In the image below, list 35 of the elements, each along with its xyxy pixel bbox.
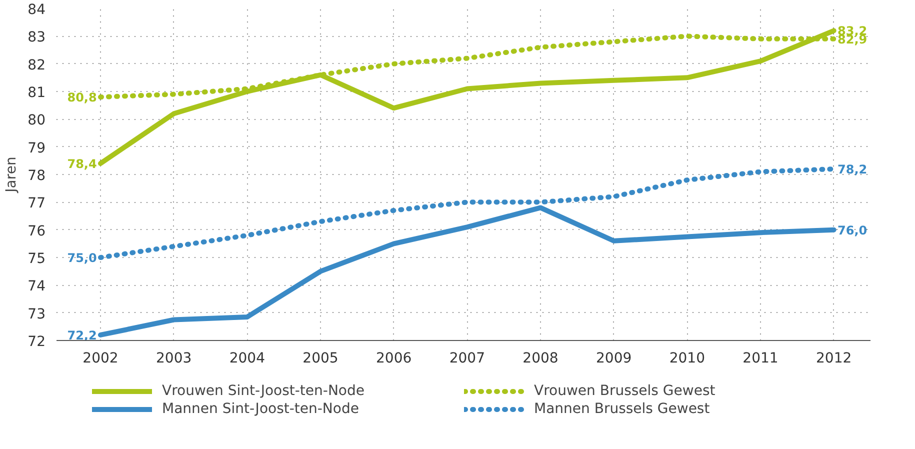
y-axis-title: Jaren xyxy=(4,156,20,194)
legend-label: Mannen Brussels Gewest xyxy=(534,401,711,417)
x-tick-label: 2004 xyxy=(229,350,266,366)
legend-label: Vrouwen Brussels Gewest xyxy=(534,383,716,399)
x-tick-label: 2009 xyxy=(596,350,632,366)
legend-label: Mannen Sint-Joost-ten-Node xyxy=(162,401,360,417)
x-tick-label: 2005 xyxy=(302,350,338,366)
y-tick-label: 79 xyxy=(28,140,46,156)
y-tick-label: 84 xyxy=(28,2,46,18)
x-tick-label: 2003 xyxy=(156,350,192,366)
y-tick-label: 80 xyxy=(28,112,46,129)
x-tick-label: 2008 xyxy=(522,350,558,366)
x-tick-label: 2006 xyxy=(376,350,412,366)
data-label: 78,2 xyxy=(838,162,868,176)
y-tick-label: 78 xyxy=(28,168,46,184)
x-tick-label: 2007 xyxy=(449,350,485,366)
y-tick-label: 72 xyxy=(28,334,46,350)
x-tick-label: 2012 xyxy=(816,350,852,366)
x-tick-label: 2010 xyxy=(669,350,705,366)
y-tick-label: 75 xyxy=(28,251,46,267)
y-tick-label: 81 xyxy=(28,85,46,101)
legend-label: Vrouwen Sint-Joost-ten-Node xyxy=(162,383,366,399)
x-tick-label: 2011 xyxy=(742,350,778,366)
data-label: 76,0 xyxy=(838,223,868,238)
data-label: 78,4 xyxy=(67,156,97,171)
data-label: 75,0 xyxy=(67,251,97,265)
data-label: 83,2 xyxy=(838,24,868,38)
y-tick-label: 77 xyxy=(28,196,46,212)
y-tick-label: 82 xyxy=(28,57,46,74)
y-tick-label: 73 xyxy=(28,306,46,322)
data-label: 80,8 xyxy=(67,90,97,105)
y-tick-label: 76 xyxy=(28,223,46,240)
y-tick-label: 74 xyxy=(28,278,46,295)
x-tick-label: 2002 xyxy=(82,350,118,366)
y-tick-label: 83 xyxy=(28,30,46,46)
